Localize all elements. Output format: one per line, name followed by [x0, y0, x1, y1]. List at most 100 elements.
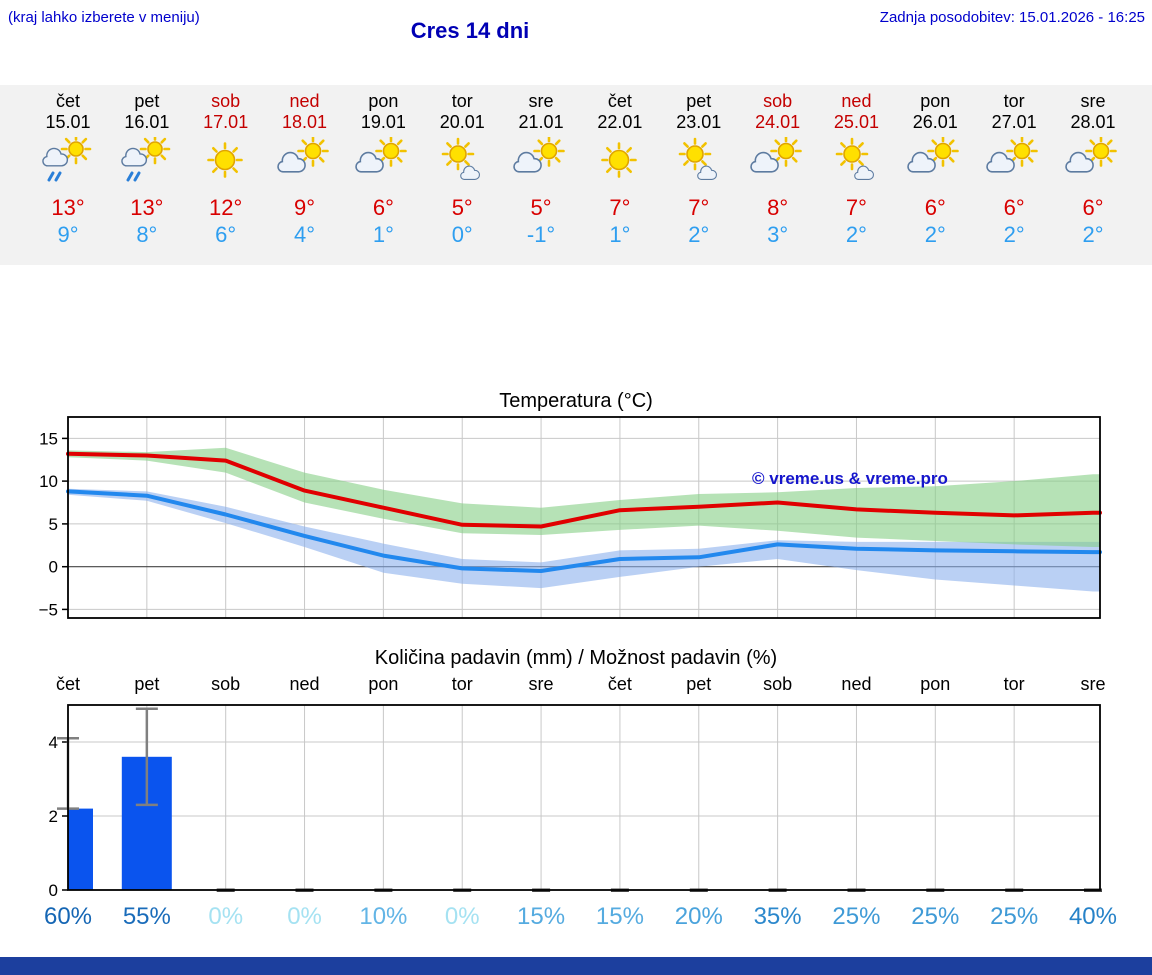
day-low-temp: 2°	[1082, 222, 1104, 247]
sun-small-cloud-icon	[827, 137, 885, 185]
day-date: 15.01	[45, 112, 91, 132]
precip-probability: 25%	[832, 903, 881, 930]
precip-probability-row: 60% 55% 0% 0% 10% 0% 15% 15% 20% 35% 25% 25% 25% 40%	[0, 903, 1152, 933]
precip-day-label: tor	[1003, 674, 1025, 694]
precip-probability: 60%	[43, 903, 93, 930]
day-high-temp: 8°	[767, 195, 789, 220]
day-low-temp: 4°	[294, 222, 316, 247]
precip-day-label: pet	[686, 674, 712, 694]
precip-day-label: sob	[211, 674, 241, 694]
day-column[interactable]: čet 22.01 7° 1°	[579, 85, 661, 265]
day-date: 16.01	[124, 112, 170, 132]
menu-hint: (kraj lahko izberete v meniju)	[8, 9, 200, 26]
day-date: 21.01	[518, 112, 564, 132]
day-name: čet	[607, 91, 632, 111]
day-column[interactable]: sob 24.01 8° 3°	[737, 85, 819, 265]
day-low-temp: 1°	[372, 222, 394, 247]
day-name: tor	[451, 91, 473, 111]
precip-probability: 0%	[444, 903, 480, 930]
day-high-temp: 5°	[530, 195, 552, 220]
day-low-temp: 1°	[609, 222, 631, 247]
precip-probability: 10%	[359, 903, 408, 930]
day-column[interactable]: ned 25.01 7° 2°	[815, 85, 897, 265]
day-name: čet	[55, 91, 80, 111]
last-update: Zadnja posodobitev: 15.01.2026 - 16:25	[879, 9, 1145, 26]
page-title: Cres 14 dni	[410, 18, 530, 43]
svg-text:2: 2	[49, 807, 58, 826]
sun-icon	[197, 137, 255, 185]
day-column[interactable]: pon 19.01 6° 1°	[342, 85, 424, 265]
svg-text:0: 0	[49, 881, 58, 900]
day-column[interactable]: sob 17.01 12° 6°	[185, 85, 267, 265]
precipitation-chart: 0 2 4	[49, 704, 1102, 900]
day-high-temp: 6°	[1082, 195, 1104, 220]
svg-text:© vreme.us & vreme.pro: © vreme.us & vreme.pro	[752, 469, 948, 488]
precip-probability: 25%	[911, 903, 960, 930]
day-low-temp: 3°	[767, 222, 789, 247]
day-column[interactable]: ned 18.01 9° 4°	[264, 85, 346, 265]
precip-day-label: ned	[289, 674, 320, 694]
sun-cloud-icon	[985, 135, 1043, 185]
day-low-temp: -1°	[526, 222, 556, 247]
sun-cloud-icon	[354, 135, 412, 185]
svg-text:4: 4	[49, 733, 58, 752]
day-column[interactable]: sre 28.01 6° 2°	[1052, 85, 1134, 265]
day-high-temp: 5°	[451, 195, 473, 220]
sun-cloud-icon	[276, 135, 334, 185]
day-low-temp: 0°	[451, 222, 473, 247]
precip-probability: 55%	[122, 903, 171, 930]
day-name: sob	[763, 91, 793, 111]
day-high-temp: 7°	[609, 195, 631, 220]
day-column[interactable]: tor 27.01 6° 2°	[973, 85, 1055, 265]
sun-small-cloud-icon	[433, 137, 491, 185]
day-low-temp: 6°	[215, 222, 237, 247]
day-name: tor	[1003, 91, 1025, 111]
day-name: pet	[686, 91, 712, 111]
day-name: sob	[211, 91, 241, 111]
forecast-strip: čet 15.01 13° 9° pet 16.01 13° 8° sob 17.01 12° 6° n…	[0, 85, 1152, 265]
precip-probability: 20%	[674, 903, 723, 930]
precip-probability: 40%	[1068, 903, 1118, 930]
day-name: pet	[134, 91, 160, 111]
precip-day-label: sob	[763, 674, 793, 694]
day-low-temp: 2°	[688, 222, 710, 247]
day-date: 24.01	[755, 112, 801, 132]
day-high-temp: 7°	[688, 195, 710, 220]
svg-text:10: 10	[39, 472, 58, 491]
precip-day-label: čet	[607, 674, 632, 694]
day-low-temp: 2°	[924, 222, 946, 247]
precipitation-chart-title: Količina padavin (mm) / Možnost padavin …	[374, 647, 778, 669]
day-high-temp: 6°	[1003, 195, 1025, 220]
day-column[interactable]: pet 16.01 13° 8°	[106, 85, 188, 265]
day-date: 23.01	[676, 112, 722, 132]
precip-probability: 0%	[208, 903, 244, 930]
day-date: 20.01	[439, 112, 485, 132]
day-high-temp: 9°	[294, 195, 316, 220]
svg-text:5: 5	[49, 515, 58, 534]
sun-cloud-icon	[1064, 135, 1122, 185]
day-column[interactable]: sre 21.01 5° -1°	[500, 85, 582, 265]
day-column[interactable]: pet 23.01 7° 2°	[658, 85, 740, 265]
day-date: 19.01	[360, 112, 406, 132]
day-date: 18.01	[282, 112, 328, 132]
day-column[interactable]: pon 26.01 6° 2°	[894, 85, 976, 265]
day-low-temp: 2°	[845, 222, 867, 247]
temperature-chart: −5 0 5 10 15 © vreme.us & vreme.pro	[39, 416, 1102, 619]
day-name: pon	[368, 91, 399, 111]
precip-day-label: čet	[55, 674, 81, 694]
day-column[interactable]: tor 20.01 5° 0°	[421, 85, 503, 265]
day-name: ned	[841, 91, 872, 111]
day-date: 28.01	[1070, 112, 1116, 132]
precip-probability: 15%	[517, 903, 566, 930]
precip-day-label: pet	[134, 674, 160, 694]
day-name: sre	[528, 91, 554, 111]
day-column[interactable]: čet 15.01 13° 9°	[27, 85, 109, 265]
sun-cloud-rain-icon	[118, 133, 176, 185]
sun-cloud-icon	[906, 135, 964, 185]
day-date: 26.01	[912, 112, 958, 132]
sun-icon	[591, 137, 649, 185]
sun-cloud-icon	[749, 135, 807, 185]
svg-text:15: 15	[39, 429, 58, 448]
precip-day-label: sre	[1080, 674, 1106, 694]
